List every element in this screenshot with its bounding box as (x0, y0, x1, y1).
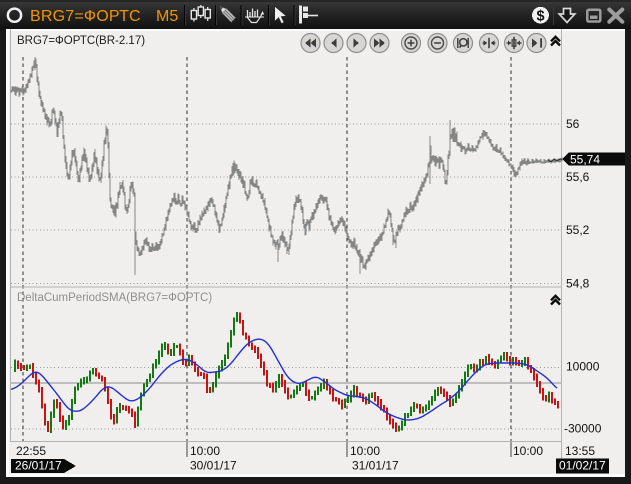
svg-text:55,74: 55,74 (570, 153, 600, 167)
svg-text:M5: M5 (156, 8, 178, 25)
svg-text:55,2: 55,2 (566, 223, 590, 237)
svg-text:56: 56 (566, 117, 580, 131)
svg-text:BRG7=ФОРТС(BR-2.17): BRG7=ФОРТС(BR-2.17) (17, 35, 145, 47)
svg-text:26/01/17: 26/01/17 (15, 459, 62, 473)
svg-text:BRG7=ФОРТС: BRG7=ФОРТС (30, 8, 141, 25)
svg-text:$: $ (536, 9, 544, 25)
svg-text:22:55: 22:55 (16, 444, 46, 458)
svg-text:-30000: -30000 (564, 422, 602, 436)
svg-text:31/01/17: 31/01/17 (352, 459, 399, 473)
svg-text:10:00: 10:00 (350, 444, 380, 458)
svg-text:13:55: 13:55 (565, 444, 595, 458)
svg-text:30/01/17: 30/01/17 (190, 459, 237, 473)
svg-text:10000: 10000 (566, 360, 600, 374)
svg-text:55,6: 55,6 (566, 170, 590, 184)
svg-text:DeltaCumPeriodSMA(BRG7=ФОРТС): DeltaCumPeriodSMA(BRG7=ФОРТС) (17, 292, 212, 304)
svg-text:54,8: 54,8 (566, 277, 590, 291)
svg-text:10:00: 10:00 (513, 444, 543, 458)
svg-text:10:00: 10:00 (190, 444, 220, 458)
svg-text:01/02/17: 01/02/17 (559, 459, 606, 473)
